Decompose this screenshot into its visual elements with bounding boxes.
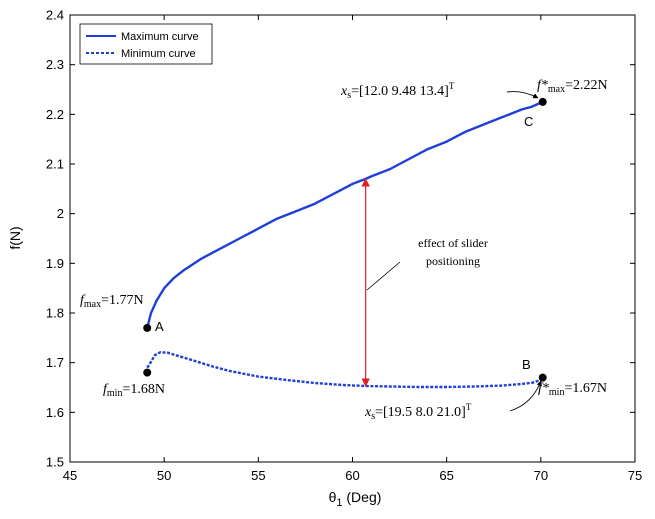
point-label-b: B [522,357,531,372]
y-tick-label: 2 [57,206,64,221]
y-tick-label: 2.4 [46,8,64,23]
legend-label-maximum: Maximum curve [121,31,199,43]
legend-box [79,23,213,65]
y-tick-label: 1.6 [46,405,64,420]
x-tick-label: 45 [63,468,77,483]
xs-bot-annotation: xs=[19.5 8.0 21.0]T [364,402,472,422]
effect-leader [366,261,401,291]
series-line-maximum [146,100,544,329]
points-group [143,97,547,382]
x-tick-label: 75 [628,468,642,483]
fsmin-annotation: f*min=1.67N [538,381,607,398]
series-line-minimum [146,351,544,389]
y-tick-label: 2.1 [46,157,64,172]
point-label-a: A [155,319,164,334]
point-marker-c [538,97,547,106]
y-axis-title: f(N) [7,226,23,249]
y-tick-label: 1.5 [46,455,64,470]
fmin-annotation: fmin=1.68N [103,382,165,399]
axis-ticks: 45 50 55 60 65 70 75 1.5 1.6 1.7 1.8 1.9 2 2.1 2.2 2.3 2… [46,8,642,484]
x-tick-label: 60 [345,468,359,483]
point-label-c: C [524,114,533,129]
effect-label-line1: effect of slider [418,236,488,250]
fsmax-annotation: f*max=2.22N [537,78,608,95]
y-tick-label: 2.2 [46,107,64,122]
xs-top-leader [506,91,539,99]
x-axis-title: θ1 (Deg) [329,489,382,509]
series-group [146,100,544,389]
x-tick-label: 50 [157,468,171,483]
legend-label-minimum: Minimum curve [121,48,196,60]
xs-top-annotation: xs=[12.0 9.48 13.4]T [340,81,455,101]
xs-bot-leader [509,380,542,412]
fmax-annotation: fmax=1.77N [80,293,144,310]
y-tick-label: 1.7 [46,355,64,370]
x-tick-label: 55 [251,468,265,483]
x-tick-label: 70 [534,468,548,483]
y-tick-label: 1.8 [46,306,64,321]
legend: Maximum curve Minimum curve [79,23,213,65]
x-tick-label: 65 [439,468,453,483]
y-tick-label: 2.3 [46,57,64,72]
plot-area [69,14,636,463]
point-marker-a [143,323,152,332]
y-tick-label: 1.9 [46,256,64,271]
effect-label-line2: positioning [426,254,480,268]
x-axis-title-sub: 1 [336,497,342,509]
point-marker-b [538,373,547,382]
point-marker-fmin [143,368,152,377]
